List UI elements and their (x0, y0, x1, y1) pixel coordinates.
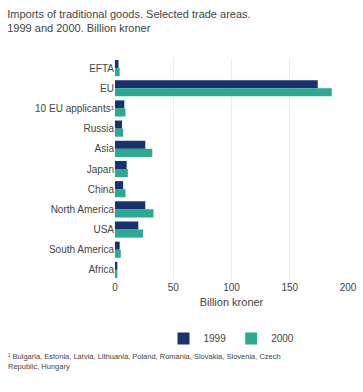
svg-text:USA: USA (93, 224, 114, 235)
svg-text:Asia: Asia (95, 143, 115, 154)
svg-text:1999: 1999 (204, 333, 227, 344)
svg-text:2000: 2000 (271, 333, 294, 344)
svg-text:EFTA: EFTA (89, 63, 114, 74)
svg-text:South America: South America (49, 244, 114, 255)
svg-text:100: 100 (223, 282, 240, 293)
svg-text:150: 150 (281, 282, 298, 293)
svg-text:North America: North America (51, 204, 115, 215)
svg-text:10 EU applicants¹: 10 EU applicants¹ (35, 103, 115, 114)
svg-text:Russia: Russia (83, 123, 114, 134)
svg-text:Imports of traditional goods.: Imports of traditional goods. Selected t… (7, 8, 250, 34)
svg-text:Billion kroner: Billion kroner (200, 296, 264, 308)
svg-text:200: 200 (340, 282, 357, 293)
svg-text:0: 0 (112, 282, 118, 293)
svg-text:Japan: Japan (87, 164, 114, 175)
svg-text:¹ Bulgaria, Estonia, Latvia, L: ¹ Bulgaria, Estonia, Latvia, Lithuania, … (8, 352, 281, 371)
svg-text:China: China (88, 184, 115, 195)
svg-text:Africa: Africa (88, 264, 114, 275)
svg-text:EU: EU (100, 83, 114, 94)
svg-text:50: 50 (168, 282, 180, 293)
